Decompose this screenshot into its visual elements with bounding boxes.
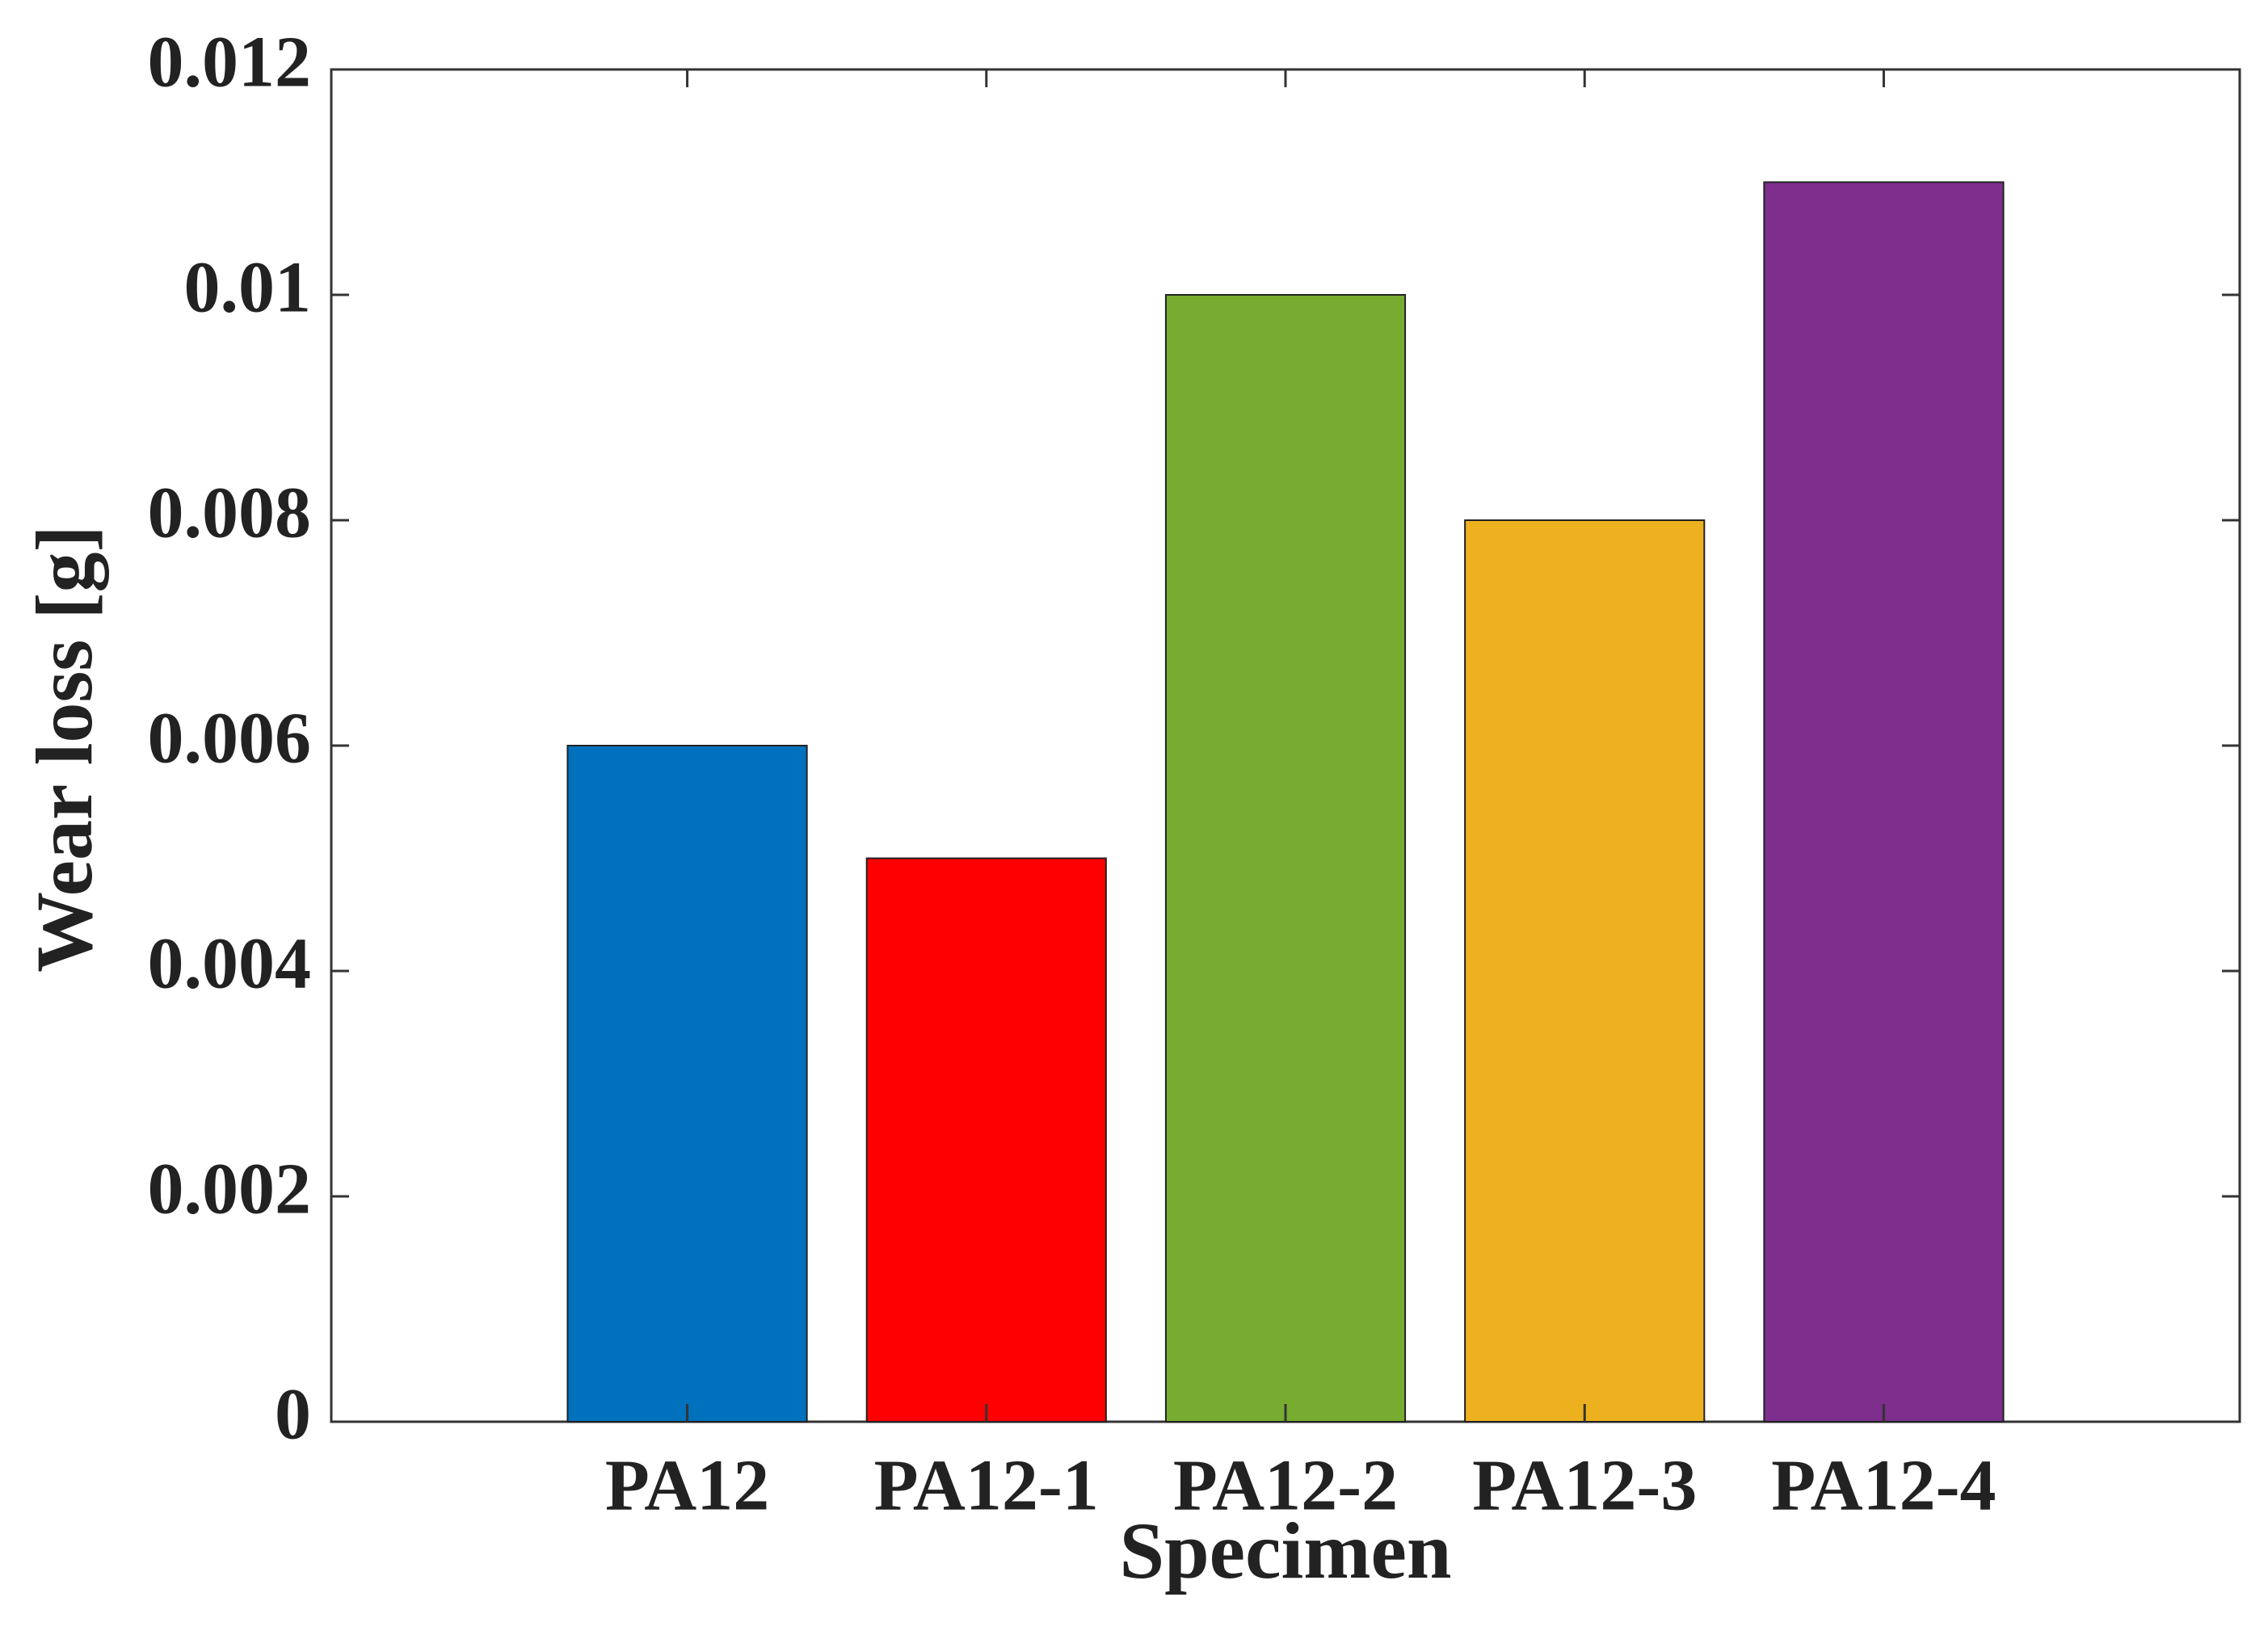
y-tick-label: 0.006 — [148, 699, 312, 779]
bar — [1763, 181, 2005, 1423]
bar — [1464, 519, 1706, 1423]
y-tick-label: 0.012 — [148, 23, 312, 103]
x-tick-label: PA12-3 — [1472, 1446, 1697, 1526]
y-tick-label: 0.01 — [184, 248, 312, 328]
bar — [566, 745, 808, 1423]
x-tick-label: PA12-1 — [874, 1446, 1099, 1526]
y-tick-label: 0.002 — [148, 1150, 312, 1229]
y-tick-label: 0.004 — [148, 924, 312, 1004]
x-tick-label: PA12 — [605, 1446, 769, 1526]
y-tick-label: 0 — [275, 1375, 311, 1455]
x-axis-label: Specimen — [1119, 1506, 1451, 1595]
bar — [1164, 294, 1407, 1423]
bar — [865, 857, 1107, 1423]
y-tick-label: 0.008 — [148, 473, 312, 553]
x-tick-label: PA12-2 — [1173, 1446, 1398, 1526]
y-axis-label: Wear loss [g] — [19, 525, 109, 973]
x-tick-label: PA12-4 — [1771, 1446, 1996, 1526]
